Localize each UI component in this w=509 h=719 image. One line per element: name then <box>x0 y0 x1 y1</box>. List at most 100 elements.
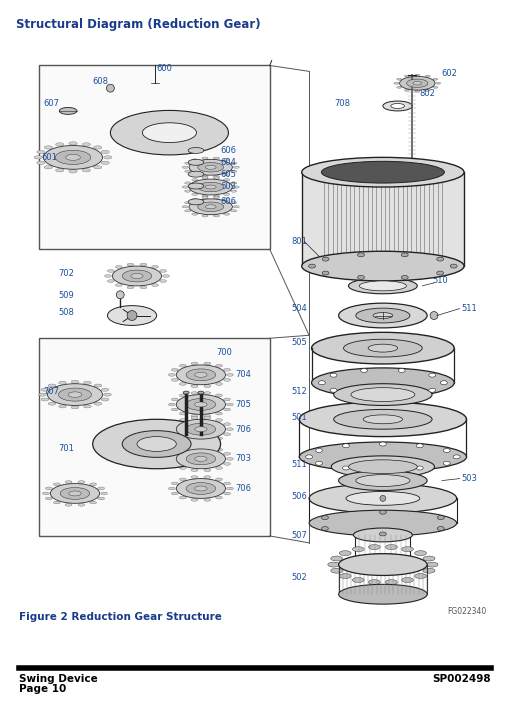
Ellipse shape <box>184 182 190 184</box>
Ellipse shape <box>442 449 449 452</box>
Ellipse shape <box>176 395 225 414</box>
Ellipse shape <box>112 266 161 286</box>
Ellipse shape <box>69 491 81 496</box>
Text: FG022340: FG022340 <box>446 607 485 616</box>
Ellipse shape <box>223 452 230 455</box>
Ellipse shape <box>204 476 210 479</box>
Ellipse shape <box>362 415 402 423</box>
Ellipse shape <box>101 161 109 165</box>
Ellipse shape <box>399 76 434 90</box>
Ellipse shape <box>393 82 398 84</box>
Ellipse shape <box>338 585 427 604</box>
Ellipse shape <box>191 159 197 161</box>
Ellipse shape <box>223 378 230 381</box>
Ellipse shape <box>382 101 412 111</box>
Text: 606: 606 <box>220 197 236 206</box>
Ellipse shape <box>110 111 228 155</box>
Ellipse shape <box>396 78 401 80</box>
Ellipse shape <box>436 271 443 275</box>
Ellipse shape <box>330 556 342 561</box>
Ellipse shape <box>435 82 440 84</box>
Text: 608: 608 <box>93 77 108 86</box>
Ellipse shape <box>100 492 107 495</box>
Ellipse shape <box>59 107 77 114</box>
Ellipse shape <box>188 171 204 177</box>
Ellipse shape <box>159 270 166 273</box>
Ellipse shape <box>186 423 215 435</box>
Ellipse shape <box>194 426 207 431</box>
Ellipse shape <box>78 503 84 506</box>
Ellipse shape <box>401 275 407 280</box>
Ellipse shape <box>301 157 463 187</box>
Ellipse shape <box>406 79 427 88</box>
Ellipse shape <box>204 362 210 365</box>
Ellipse shape <box>194 486 207 491</box>
Ellipse shape <box>171 423 178 426</box>
Text: 607: 607 <box>43 99 60 108</box>
Ellipse shape <box>184 190 190 192</box>
Ellipse shape <box>204 416 210 419</box>
Ellipse shape <box>83 405 91 408</box>
Ellipse shape <box>179 412 186 415</box>
Ellipse shape <box>345 492 419 505</box>
Ellipse shape <box>93 146 102 149</box>
Ellipse shape <box>55 143 64 146</box>
Ellipse shape <box>329 388 336 393</box>
Ellipse shape <box>355 475 409 487</box>
Ellipse shape <box>205 165 216 169</box>
Ellipse shape <box>215 418 222 421</box>
Ellipse shape <box>50 484 99 503</box>
Ellipse shape <box>191 198 197 201</box>
Text: 708: 708 <box>334 99 350 108</box>
Ellipse shape <box>348 460 416 474</box>
Ellipse shape <box>358 281 406 290</box>
Ellipse shape <box>425 89 430 91</box>
Ellipse shape <box>428 388 435 393</box>
Ellipse shape <box>226 373 233 376</box>
Ellipse shape <box>223 408 230 411</box>
Circle shape <box>116 290 124 298</box>
Ellipse shape <box>338 303 427 328</box>
Ellipse shape <box>202 215 208 217</box>
Ellipse shape <box>68 392 82 398</box>
Ellipse shape <box>188 160 204 165</box>
Ellipse shape <box>223 423 230 426</box>
Ellipse shape <box>197 183 223 192</box>
Ellipse shape <box>360 393 367 397</box>
Text: 511: 511 <box>461 304 476 313</box>
Ellipse shape <box>171 462 178 465</box>
Ellipse shape <box>305 455 312 459</box>
Ellipse shape <box>202 175 208 178</box>
Ellipse shape <box>352 577 363 582</box>
Ellipse shape <box>348 278 416 294</box>
Ellipse shape <box>426 562 437 567</box>
Text: 511: 511 <box>291 460 306 470</box>
Ellipse shape <box>137 436 176 452</box>
Ellipse shape <box>194 402 207 407</box>
Ellipse shape <box>182 186 188 188</box>
Ellipse shape <box>189 199 232 215</box>
Ellipse shape <box>338 554 427 575</box>
Ellipse shape <box>385 544 397 549</box>
Ellipse shape <box>186 482 215 495</box>
Ellipse shape <box>179 383 186 385</box>
Ellipse shape <box>98 487 104 490</box>
Ellipse shape <box>223 213 229 215</box>
Ellipse shape <box>115 265 122 268</box>
Ellipse shape <box>45 487 52 490</box>
Ellipse shape <box>179 418 186 421</box>
Text: 601: 601 <box>41 153 58 162</box>
Ellipse shape <box>44 165 52 169</box>
Ellipse shape <box>188 147 204 153</box>
Ellipse shape <box>215 365 222 367</box>
Ellipse shape <box>385 580 397 585</box>
Ellipse shape <box>101 150 109 154</box>
Ellipse shape <box>176 449 225 469</box>
Ellipse shape <box>191 173 197 175</box>
Ellipse shape <box>191 362 197 365</box>
Ellipse shape <box>223 368 230 371</box>
Ellipse shape <box>69 142 77 145</box>
Ellipse shape <box>213 175 219 178</box>
Ellipse shape <box>184 162 190 165</box>
Ellipse shape <box>53 483 60 486</box>
